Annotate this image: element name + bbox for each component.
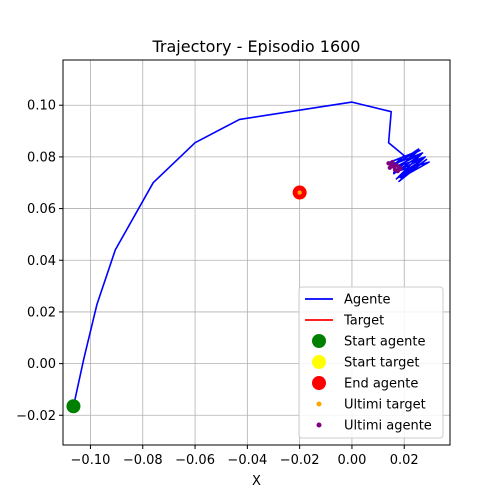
legend-start-target-swatch xyxy=(312,355,326,369)
legend-end-agente-label: End agente xyxy=(344,377,418,392)
legend-ultimi-agente-swatch xyxy=(317,423,322,428)
ultimi-target-point xyxy=(297,190,301,194)
legend-agente-label: Agente xyxy=(344,293,390,308)
y-tick-label: −0.02 xyxy=(16,409,56,424)
y-tick-label: 0.02 xyxy=(27,305,56,320)
legend-ultimi-target-label: Ultimi target xyxy=(344,398,426,413)
start-agente-marker xyxy=(66,399,80,413)
x-tick-label: −0.10 xyxy=(71,453,111,468)
legend-end-agente-swatch xyxy=(312,376,326,390)
legend-start-target-label: Start target xyxy=(344,356,419,371)
x-axis-label: X xyxy=(252,474,261,489)
chart-title: Trajectory - Episodio 1600 xyxy=(152,37,361,56)
legend-ultimi-target-swatch xyxy=(317,402,322,407)
ultimi-agente-point xyxy=(390,160,394,164)
y-tick-label: 0.00 xyxy=(27,357,56,372)
ultimi-agente-point xyxy=(398,166,402,170)
y-tick-label: 0.10 xyxy=(27,99,56,114)
legend-target-label: Target xyxy=(343,314,384,329)
legend-ultimi-agente-label: Ultimi agente xyxy=(344,419,432,434)
x-tick-label: −0.02 xyxy=(280,453,320,468)
x-tick-label: −0.04 xyxy=(227,453,267,468)
y-tick-label: 0.06 xyxy=(27,202,56,217)
x-tick-label: 0.02 xyxy=(390,453,419,468)
legend-start-agente-swatch xyxy=(312,334,326,348)
ultimi-agente-point xyxy=(388,166,392,170)
x-tick-label: 0.00 xyxy=(337,453,366,468)
y-tick-label: 0.08 xyxy=(27,150,56,165)
legend-start-agente-label: Start agente xyxy=(344,335,425,350)
y-tick-label: 0.04 xyxy=(27,254,56,269)
legend: Agente Target Start agente Start target End … xyxy=(299,287,443,438)
x-tick-label: −0.08 xyxy=(123,453,163,468)
x-tick-label: −0.06 xyxy=(175,453,215,468)
